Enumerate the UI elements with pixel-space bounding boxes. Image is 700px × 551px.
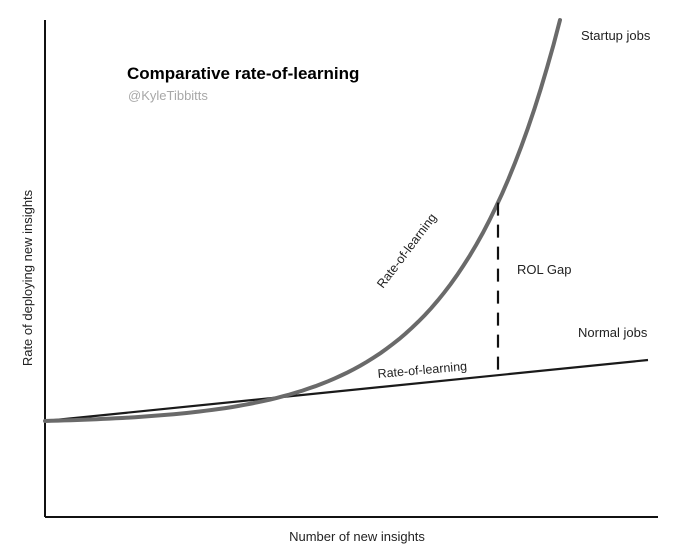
y-axis-label: Rate of deploying new insights (20, 189, 35, 366)
chart-title: Comparative rate-of-learning (127, 64, 359, 83)
series-label-normal-jobs: Normal jobs (578, 325, 648, 340)
normal-jobs-line (44, 358, 649, 423)
rol-gap-label: ROL Gap (517, 262, 571, 277)
startup-curve-label: Rate-of-learning (374, 211, 439, 291)
normal-line-label: Rate-of-learning (377, 359, 468, 381)
x-axis-label: Number of new insights (289, 529, 425, 544)
series-label-startup-jobs: Startup jobs (581, 28, 651, 43)
startup-jobs-curve (43, 18, 562, 423)
chart-subtitle: @KyleTibbitts (128, 88, 208, 103)
